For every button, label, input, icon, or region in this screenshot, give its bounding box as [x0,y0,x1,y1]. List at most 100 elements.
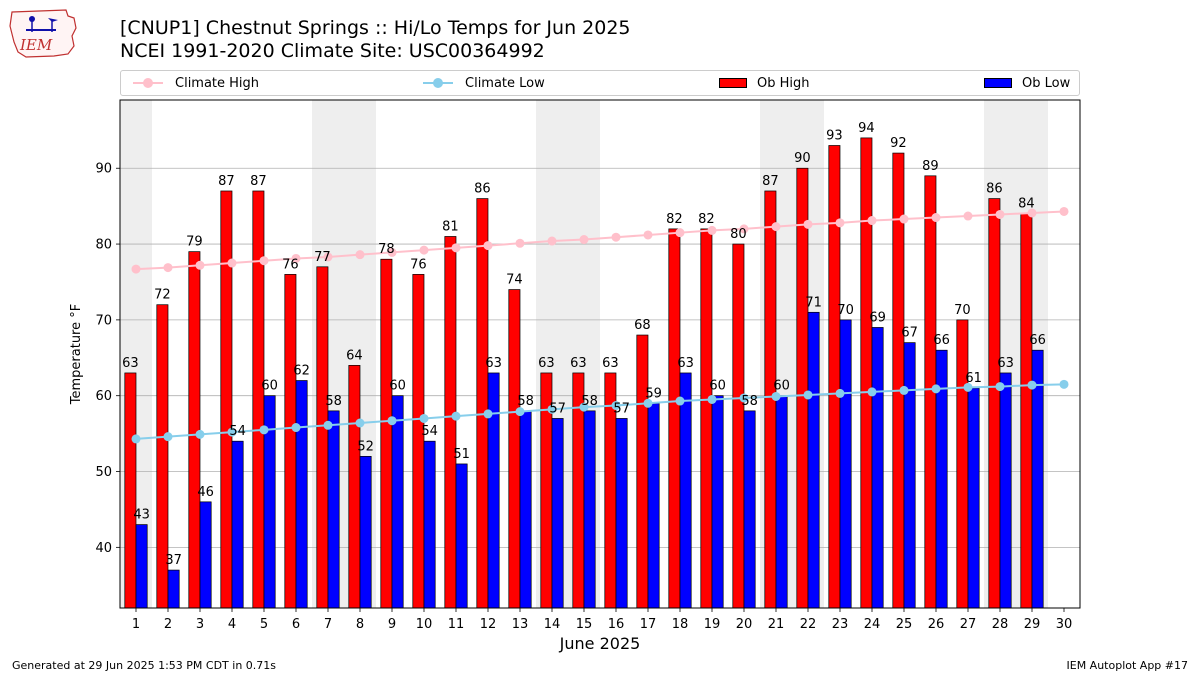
ob-high-bar [956,319,969,609]
ob-high-value-label: 87 [218,174,235,189]
ob-high-bar [988,198,1001,609]
ob-high-value-label: 81 [442,219,459,234]
climate-low-point [803,390,813,400]
x-axis-label: June 2025 [559,634,641,653]
ob-high-value-label: 82 [698,212,715,227]
climate-low-point [483,409,493,419]
ob-low-bar [967,387,980,609]
y-axis-label: Temperature °F [69,304,84,405]
climate-high-point [355,250,365,260]
legend-swatch-climate-high [133,77,163,89]
ob-high-value-label: 76 [410,257,427,272]
climate-low-point [643,398,653,408]
ob-low-bar [295,380,308,609]
climate-low-line [135,383,1065,440]
climate-low-point [291,423,301,433]
ob-high-value-label: 92 [890,136,907,151]
climate-low-point [355,418,365,428]
climate-high-point [259,256,269,266]
ob-low-bar [167,569,180,609]
climate-low-point [963,382,973,392]
logo-text: IEM [19,36,53,54]
ob-low-bar [711,395,724,609]
climate-low-point [835,388,845,398]
y-tick-label: 90 [95,162,112,177]
ob-low-bar [551,418,564,609]
ob-high-value-label: 77 [314,250,331,265]
x-tick-label: 6 [292,617,300,632]
ob-high-value-label: 64 [346,348,363,363]
ob-low-value-label: 46 [197,485,214,500]
weekend-shade [120,100,152,608]
legend-swatch-ob-low [984,78,1012,88]
x-tick-label: 21 [768,617,785,632]
legend-item-ob-high: Ob High [719,71,810,95]
ob-high-bar [860,137,873,609]
ob-low-bar [679,372,692,609]
climate-high-point [707,225,717,235]
ob-low-bar [871,327,884,609]
ob-high-bar [764,190,777,609]
ob-high-value-label: 86 [474,182,491,197]
x-tick-label: 26 [928,617,945,632]
x-tick-label: 1 [132,617,140,632]
climate-high-point [323,252,333,262]
ob-high-bar [124,372,137,609]
ob-high-bar [796,167,809,609]
legend-label-ob-high: Ob High [757,75,810,91]
x-tick-label: 3 [196,617,204,632]
ob-high-value-label: 84 [1018,197,1035,212]
ob-low-bar [519,410,532,609]
ob-low-bar [1031,349,1044,609]
climate-low-point [899,385,909,395]
climate-low-point [419,413,429,423]
plot-area [120,100,1080,608]
x-tick-label: 12 [480,617,497,632]
climate-high-point [803,219,813,229]
ob-high-value-label: 78 [378,242,395,257]
ob-high-value-label: 87 [762,174,779,189]
legend-label-climate-high: Climate High [175,75,260,91]
ob-high-value-label: 87 [250,174,267,189]
ob-high-value-label: 63 [538,356,555,371]
ob-low-value-label: 63 [997,356,1014,371]
climate-low-point [515,407,525,417]
ob-high-bar [316,266,329,609]
climate-low-point [547,404,557,414]
ob-low-value-label: 59 [645,386,662,401]
ob-high-bar [444,236,457,609]
ob-low-value-label: 67 [901,326,918,341]
ob-low-bar [231,440,244,609]
climate-low-point [579,402,589,412]
climate-high-point [547,236,557,246]
ob-high-bar [668,228,681,609]
ob-high-bar [348,365,361,609]
ob-low-value-label: 63 [485,356,502,371]
climate-high-point [515,238,525,248]
ob-low-value-label: 60 [389,379,406,394]
ob-high-value-label: 74 [506,273,523,288]
autoplot-app-label: IEM Autoplot App #17 [1066,659,1189,672]
ob-low-value-label: 70 [837,303,854,318]
ob-low-value-label: 60 [709,379,726,394]
climate-high-point [1027,208,1037,218]
x-tick-label: 18 [672,617,689,632]
ob-low-bar [615,418,628,609]
legend-item-climate-low: Climate Low [423,71,545,95]
y-tick-label: 60 [95,389,112,404]
climate-high-point [387,247,397,257]
climate-high-point [963,211,973,221]
ob-low-bar [391,395,404,609]
x-tick-label: 8 [356,617,364,632]
climate-low-point [675,396,685,406]
ob-low-bar [807,311,820,609]
ob-high-bar [636,334,649,609]
climate-low-point [931,384,941,394]
climate-high-point [131,264,141,274]
x-tick-label: 24 [864,617,881,632]
ob-low-value-label: 62 [293,364,310,379]
x-tick-label: 11 [448,617,465,632]
legend-label-ob-low: Ob Low [1022,75,1071,91]
ob-low-value-label: 58 [581,394,598,409]
ob-low-bar [487,372,500,609]
